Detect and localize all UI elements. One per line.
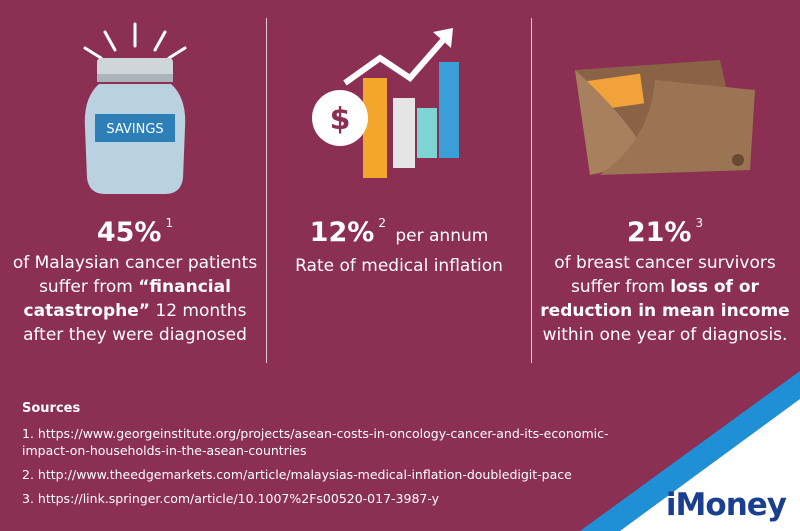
svg-text:$: $ (330, 102, 351, 137)
stat-unit: per annum (395, 226, 489, 246)
chart-icon: $ (312, 28, 459, 178)
jar-label: SAVINGS (106, 122, 163, 137)
footnote-ref: 2 (378, 216, 386, 230)
stat-highlight: loss of or reduction in mean income (540, 277, 790, 321)
wallet-icon (575, 60, 755, 175)
sources: Sources 1. https://www.georgeinstitute.o… (22, 400, 642, 514)
sources-title: Sources (22, 401, 81, 416)
stat-value: 12% (309, 217, 375, 248)
stat-value: 21% (626, 217, 692, 248)
corner (580, 371, 800, 531)
source-item: 1. https://www.georgeinstitute.org/proje… (22, 426, 609, 458)
stat-value: 45% (96, 217, 162, 248)
stat-text: 12 months after they were diagnosed (23, 301, 247, 345)
stat: 21% 3 of breast cancer survivors suffer f… (540, 205, 790, 347)
footnote-ref: 3 (695, 216, 704, 230)
stat: 12% 2 per annum Rate of medical inflation (274, 205, 524, 278)
logo: iMoney (665, 487, 787, 523)
stat-text: of Malaysian cancer patients suffer from (12, 253, 258, 297)
divider (531, 18, 532, 363)
divider (266, 18, 267, 363)
footnote-ref: 1 (165, 216, 174, 230)
stat-text: within one year of diagnosis. (542, 325, 788, 345)
stat-text: of breast cancer survivors suffer from (554, 253, 776, 297)
stat-highlight: “financial catastrophe” (23, 277, 231, 321)
stat-text: Rate of medical inflation (295, 256, 503, 276)
source-item: 2. http://www.theedgemarkets.com/article… (22, 467, 572, 482)
stat: 45% 1 of Malaysian cancer patients suffer… (10, 205, 260, 347)
jar-icon: SAVINGS (83, 22, 187, 194)
source-item: 3. https://link.springer.com/article/10.… (22, 491, 440, 506)
